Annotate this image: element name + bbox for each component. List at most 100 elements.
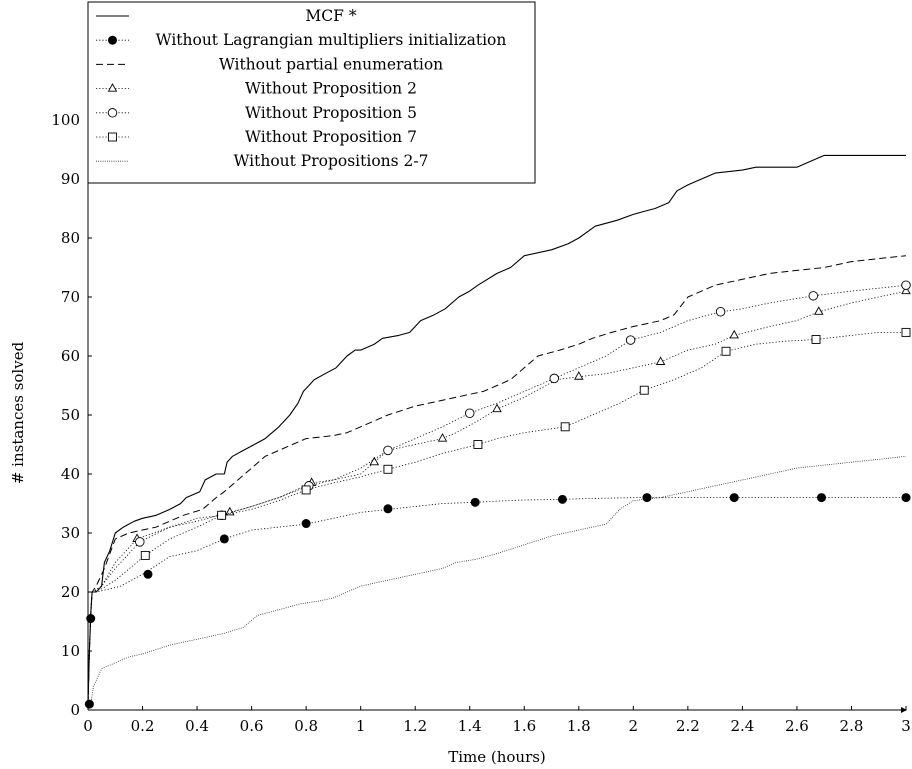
series-3 bbox=[87, 285, 911, 705]
x-tick-label: 1.8 bbox=[567, 717, 591, 735]
x-tick-label: 2 bbox=[629, 717, 639, 735]
legend-marker-5 bbox=[108, 132, 117, 142]
legend-label-6: Without Propositions 2-7 bbox=[234, 152, 429, 170]
x-tick-label: 0 bbox=[83, 717, 93, 735]
y-tick-label: 10 bbox=[61, 642, 80, 660]
series-line-0 bbox=[87, 154, 906, 705]
data-point bbox=[816, 493, 826, 503]
data-point bbox=[135, 537, 145, 547]
legend-entry-4: Without Proposition 5 bbox=[96, 104, 417, 122]
x-tick-label: 0.6 bbox=[240, 717, 264, 735]
x-tick-label: 0.2 bbox=[131, 717, 155, 735]
series-0 bbox=[87, 154, 906, 705]
series-line-1 bbox=[87, 497, 906, 705]
x-tick-label: 1.6 bbox=[512, 717, 536, 735]
series-layer bbox=[84, 154, 911, 711]
data-point bbox=[655, 356, 666, 365]
y-tick-label: 20 bbox=[61, 583, 80, 601]
x-tick-label: 1.4 bbox=[458, 717, 482, 735]
legend-marker-1 bbox=[108, 35, 117, 45]
data-point bbox=[473, 440, 483, 449]
data-point bbox=[557, 494, 567, 504]
y-tick-label: 90 bbox=[61, 170, 80, 188]
data-point bbox=[549, 373, 560, 384]
series-6 bbox=[87, 455, 907, 711]
series-line-6 bbox=[87, 455, 907, 711]
x-tick-label: 2.2 bbox=[676, 717, 700, 735]
legend-entry-6: Without Propositions 2-7 bbox=[96, 152, 428, 170]
x-tick-label: 0.8 bbox=[294, 717, 318, 735]
x-axis-arrow bbox=[901, 707, 907, 713]
series-4 bbox=[87, 280, 911, 705]
data-point bbox=[383, 464, 393, 474]
x-tick-label: 2.8 bbox=[840, 717, 864, 735]
data-point bbox=[625, 335, 636, 345]
y-tick-label: 70 bbox=[61, 288, 80, 306]
data-point bbox=[808, 291, 819, 301]
y-tick-label: 0 bbox=[70, 701, 80, 719]
x-tick-label: 3 bbox=[901, 717, 911, 735]
legend-label-1: Without Lagrangian multipliers initializ… bbox=[156, 31, 507, 49]
data-point bbox=[901, 285, 911, 295]
data-point bbox=[383, 445, 393, 456]
legend-label-4: Without Proposition 5 bbox=[245, 104, 417, 122]
data-point bbox=[470, 497, 480, 507]
data-point bbox=[813, 306, 824, 315]
legend-entry-2: Without partial enumeration bbox=[96, 55, 443, 73]
data-point bbox=[642, 493, 652, 503]
legend-entry-0: MCF * bbox=[96, 7, 357, 25]
x-tick-label: 2.6 bbox=[785, 717, 809, 735]
y-tick-label: 30 bbox=[61, 524, 80, 542]
legend-entry-1: Without Lagrangian multipliers initializ… bbox=[96, 31, 506, 49]
legend-label-2: Without partial enumeration bbox=[219, 55, 443, 73]
legend-entry-5: Without Proposition 7 bbox=[96, 128, 417, 146]
data-point bbox=[143, 569, 153, 579]
series-line-2 bbox=[87, 255, 907, 705]
x-tick-label: 0.4 bbox=[185, 717, 209, 735]
series-5 bbox=[87, 327, 911, 705]
y-axis-label: # instances solved bbox=[9, 341, 27, 484]
y-tick-label: 40 bbox=[61, 465, 80, 483]
x-tick-label: 2.4 bbox=[730, 717, 754, 735]
data-point bbox=[84, 699, 94, 709]
data-point bbox=[639, 385, 649, 395]
x-tick-label: 1.2 bbox=[403, 717, 427, 735]
x-axis-label: Time (hours) bbox=[448, 748, 546, 766]
data-point bbox=[811, 335, 821, 344]
legend-marker-4 bbox=[107, 108, 118, 118]
data-point bbox=[369, 456, 380, 466]
data-point bbox=[560, 422, 570, 432]
legend-marker-3 bbox=[107, 83, 118, 92]
legend-box bbox=[87, 1, 536, 184]
series-1 bbox=[84, 493, 911, 709]
data-point bbox=[901, 327, 911, 337]
data-point bbox=[219, 534, 229, 544]
data-point bbox=[383, 504, 393, 514]
y-tick-label: 50 bbox=[61, 406, 80, 424]
y-tick-label: 80 bbox=[61, 229, 80, 247]
data-point bbox=[721, 346, 731, 356]
data-point bbox=[715, 307, 726, 317]
series-line-5 bbox=[87, 332, 906, 705]
legend-label-0: MCF * bbox=[305, 7, 356, 25]
data-point bbox=[901, 280, 911, 290]
data-point bbox=[492, 403, 502, 413]
axes: 0 0.2 0.4 0.6 0.8 1 1.2 1.4 1.6 1.8 2 2.2 2.4 2.6 2.8 3… bbox=[51, 4, 911, 735]
legend-label-5: Without Proposition 7 bbox=[245, 128, 417, 146]
data-point bbox=[140, 550, 150, 560]
x-tick-label: 1 bbox=[356, 717, 366, 735]
legend-label-3: Without Proposition 2 bbox=[245, 80, 417, 98]
data-point bbox=[729, 493, 739, 503]
legend: MCF * Without Lagrangian multipliers init… bbox=[87, 1, 536, 184]
y-tick-label: 60 bbox=[61, 347, 80, 365]
data-point bbox=[901, 493, 911, 503]
legend-entry-3: Without Proposition 2 bbox=[96, 80, 417, 98]
data-point bbox=[437, 433, 448, 442]
data-point bbox=[729, 329, 739, 339]
series-line-4 bbox=[87, 284, 907, 705]
y-tick-label: 100 bbox=[51, 111, 80, 129]
data-point bbox=[464, 408, 475, 418]
series-2 bbox=[87, 255, 907, 705]
series-line-3 bbox=[87, 290, 907, 705]
